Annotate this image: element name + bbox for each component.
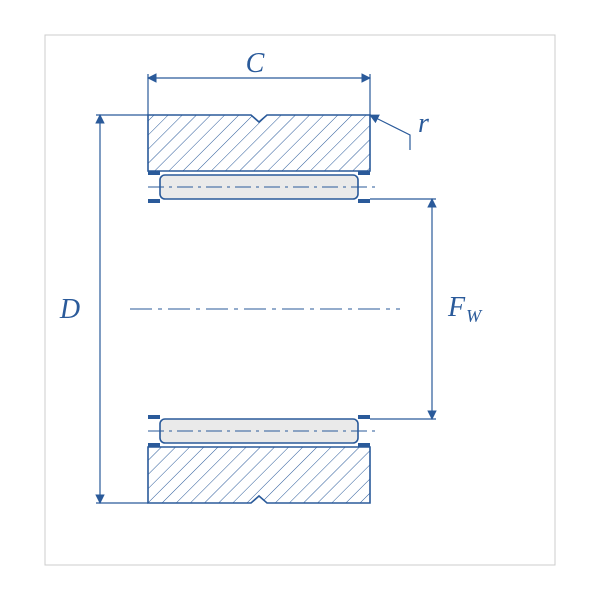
retainer bbox=[148, 171, 160, 175]
dim-leader-r bbox=[370, 115, 410, 150]
outer-ring-section bbox=[148, 115, 370, 171]
retainer bbox=[148, 199, 160, 203]
bearing-diagram: Cr D FW bbox=[0, 0, 600, 600]
retainer bbox=[358, 415, 370, 419]
dim-label-c: C bbox=[246, 48, 265, 79]
retainer bbox=[148, 415, 160, 419]
retainer bbox=[358, 171, 370, 175]
dim-label-r: r bbox=[418, 108, 429, 139]
dim-label-fw: FW bbox=[447, 292, 483, 326]
retainer bbox=[358, 443, 370, 447]
retainer bbox=[358, 199, 370, 203]
retainer bbox=[148, 443, 160, 447]
dim-label-d: D bbox=[59, 294, 80, 325]
outer-ring-section bbox=[148, 447, 370, 503]
